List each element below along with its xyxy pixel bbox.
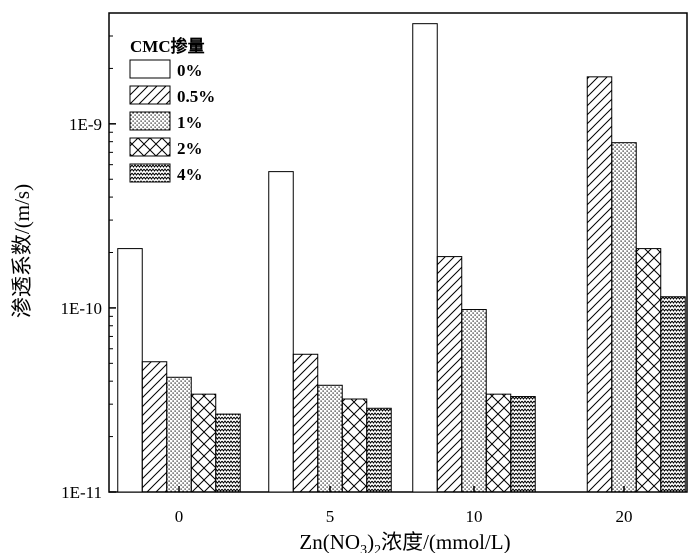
bar-1-cat-20 xyxy=(611,142,637,493)
y-tick-label: 1E-10 xyxy=(60,299,102,318)
bar-05-cat-10 xyxy=(436,256,463,493)
bar-0-cat-0 xyxy=(117,248,143,493)
axes-group: 1E-11 1E-10 1E-9 0 5 10 20 xyxy=(60,35,633,526)
legend-label: 1% xyxy=(177,113,203,132)
legend: CMC掺量 0% 0.5% 1% 2% 4% xyxy=(129,36,215,184)
x-tick-label: 0 xyxy=(175,507,184,526)
legend-swatch xyxy=(129,59,171,79)
bar-1-cat-10 xyxy=(461,309,487,493)
bar-2-cat-5 xyxy=(341,398,368,493)
x-tick-label: 10 xyxy=(466,507,483,526)
legend-label: 4% xyxy=(177,165,203,184)
x-tick-label: 5 xyxy=(326,507,335,526)
legend-swatch xyxy=(129,137,171,157)
y-tick-label: 1E-9 xyxy=(69,115,102,134)
bar-05-cat-0 xyxy=(141,361,168,493)
legend-label: 0.5% xyxy=(177,87,215,106)
bar-4-cat-10 xyxy=(510,396,536,493)
x-axis-title: Zn(NO3)2浓度/(mmol/L) xyxy=(299,530,510,553)
x-tick-label: 20 xyxy=(616,507,633,526)
bar-4-cat-5 xyxy=(366,407,392,493)
bar-1-cat-5 xyxy=(317,384,343,493)
legend-label: 2% xyxy=(177,139,203,158)
legend-swatch xyxy=(129,163,171,183)
bar-4-cat-20 xyxy=(660,296,686,493)
bar-0-cat-10 xyxy=(412,23,438,493)
legend-swatch xyxy=(129,111,171,131)
bars-group xyxy=(117,23,686,493)
bar-2-cat-10 xyxy=(485,393,512,493)
bar-05-cat-20 xyxy=(586,76,613,493)
bar-2-cat-20 xyxy=(635,248,662,493)
bar-0-cat-5 xyxy=(268,171,294,493)
bar-05-cat-5 xyxy=(292,353,319,493)
legend-title: CMC掺量 xyxy=(130,36,205,56)
y-tick-label: 1E-11 xyxy=(61,483,102,502)
legend-swatch xyxy=(129,85,171,105)
bar-1-cat-0 xyxy=(166,376,192,493)
bar-4-cat-0 xyxy=(215,413,241,493)
legend-label: 0% xyxy=(177,61,203,80)
y-axis-title: 渗透系数/(m/s) xyxy=(10,184,34,318)
bar-2-cat-0 xyxy=(190,393,217,493)
